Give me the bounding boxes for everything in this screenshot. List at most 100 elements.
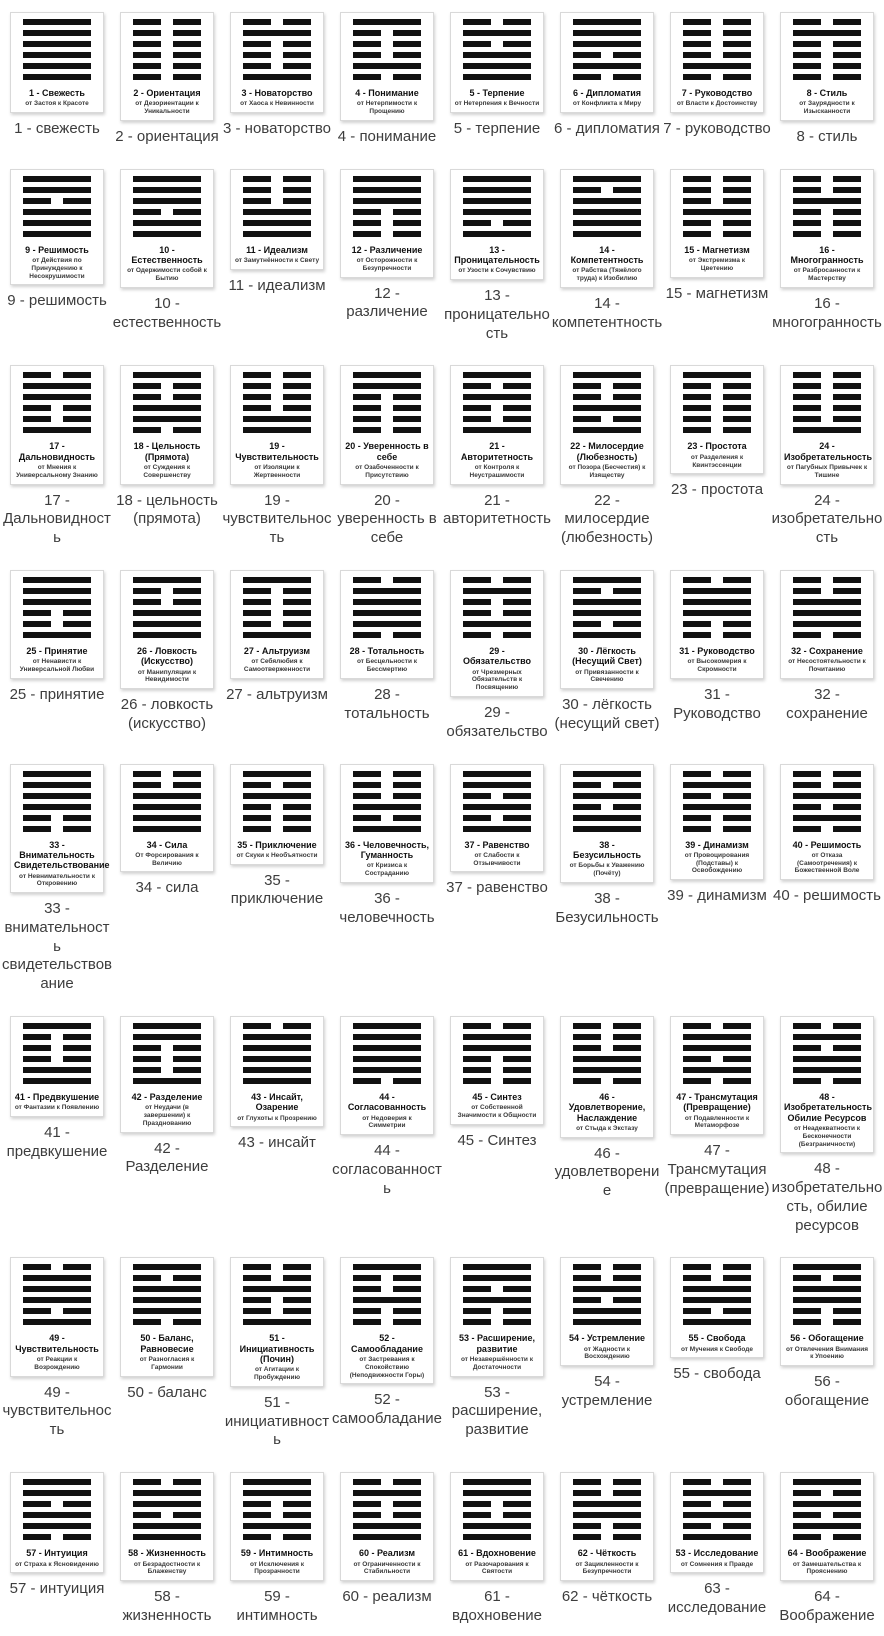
hexagram-card-image[interactable]: 33 - Внимательность Свидетельствование о… — [10, 763, 110, 894]
yang-line — [683, 781, 751, 788]
yin-line — [683, 416, 751, 423]
hexagram-card-image[interactable]: 6 - Дипломатия от Конфликта к Миру — [560, 12, 654, 114]
yin-line — [353, 230, 421, 237]
hexagram-card-image[interactable]: 23 - Простота от Разделения к Квинтэссен… — [670, 365, 764, 475]
hexagram-card-image[interactable]: 7 - Руководство от Власти к Достоинству — [670, 12, 764, 114]
yang-line — [573, 792, 641, 799]
yin-line — [683, 1501, 751, 1508]
hexagram-card-image[interactable]: 50 - Баланс, Равновесие от Разногласия к… — [120, 1257, 214, 1377]
hexagram-caption: 19 - Чувствительность от Изоляции к Жерт… — [234, 441, 320, 479]
hexagram-card-image[interactable]: 36 - Человечность, Гуманность от Кризиса… — [340, 763, 434, 883]
hexagram-card-image[interactable]: 45 - Синтез от Собственной Значимости к … — [450, 1015, 544, 1125]
card-title: 33 - Внимательность Свидетельствование — [14, 839, 110, 871]
hexagram-lines — [353, 1022, 421, 1089]
card-title: 61 - Вдохновение — [458, 1548, 536, 1559]
hexagram-caption: 38 - Безусильность от Борьбы к Уважению … — [564, 840, 650, 878]
hexagram-card-image[interactable]: 10 - Естественность от Одержимости собой… — [120, 168, 214, 288]
hexagram-card-image[interactable]: 14 - Компетентность от Рабства (Тяжёлого… — [560, 168, 654, 288]
yang-line — [573, 405, 641, 412]
hexagram-card-image[interactable]: 64 - Воображение от Замешательства к Про… — [780, 1472, 874, 1582]
cell-label: 51 - инициативность — [224, 1393, 330, 1449]
yin-line — [23, 825, 91, 832]
hexagram-card-image[interactable]: 26 - Ловкость (Искусство) от Манипуляции… — [120, 569, 214, 690]
hexagram-card-image[interactable]: 27 - Альтруизм от Себялюбия к Самоотверж… — [230, 569, 324, 679]
hexagram-card-image[interactable]: 28 - Тотальность от Бесцельности к Бессм… — [340, 569, 434, 679]
hexagram-card-image[interactable]: 19 - Чувствительность от Изоляции к Жерт… — [230, 365, 324, 485]
hexagram-card-image[interactable]: 48 - Изобретательность Обилие Ресурсов о… — [780, 1015, 874, 1154]
hexagram-card-image[interactable]: 5 - Терпение от Нетерпения к Вечности — [450, 12, 544, 114]
hexagram-cell: 29 - Обязательство от Чрезмерных Обязате… — [442, 569, 552, 742]
hexagram-card-image[interactable]: 35 - Приключение от Скуки к Необъятности — [230, 763, 324, 865]
card-title: 22 - Милосердие (Любезность) — [570, 441, 644, 462]
hexagram-card-image[interactable]: 39 - Динамизм от Провоцирования (Подстав… — [670, 763, 764, 881]
hexagram-card-image[interactable]: 59 - Интимность от Исключения к Прозрачн… — [230, 1472, 324, 1582]
hexagram-card-image[interactable]: 41 - Предвкушение от Фантазии к Появлени… — [10, 1015, 104, 1118]
hexagram-card-image[interactable]: 31 - Руководство от Высокомерия к Скромн… — [670, 569, 764, 679]
yin-line — [793, 208, 861, 215]
hexagram-cell: 3 - Новаторство от Хаоса к Невинности 3 … — [222, 12, 332, 147]
hexagram-card-image[interactable]: 3 - Новаторство от Хаоса к Невинности — [230, 12, 324, 114]
yang-line — [353, 587, 421, 594]
hexagram-card-image[interactable]: 62 - Чёткость от Зацикленности к Безупре… — [560, 1472, 654, 1582]
card-subtitle: от Агитации к Пробуждению — [253, 1366, 301, 1382]
hexagram-lines — [353, 770, 421, 837]
yin-line — [463, 219, 531, 226]
hexagram-caption: 45 - Синтез от Собственной Значимости к … — [454, 1092, 540, 1120]
hexagram-card-image[interactable]: 21 - Авторитетность от Контроля к Неустр… — [450, 365, 544, 485]
hexagram-cell: 36 - Человечность, Гуманность от Кризиса… — [332, 763, 442, 994]
hexagram-card-image[interactable]: 34 - Сила От Форсирования к Величию — [120, 763, 214, 873]
hexagram-card-image[interactable]: 16 - Многогранность от Разбросанности к … — [780, 168, 874, 288]
hexagram-card-image[interactable]: 56 - Обогащение от Отвлечения Внимания к… — [780, 1257, 874, 1367]
hexagram-card-image[interactable]: 60 - Реализм от Ограниченности к Стабиль… — [340, 1472, 434, 1582]
hexagram-card-image[interactable]: 22 - Милосердие (Любезность) от Позора (… — [560, 365, 654, 485]
hexagram-card-image[interactable]: 9 - Решимость от Действия по Принуждению… — [10, 168, 104, 286]
yin-line — [683, 631, 751, 638]
hexagram-card-image[interactable]: 58 - Жизненность от Безрадостности к Бла… — [120, 1472, 214, 1582]
hexagram-card-image[interactable]: 57 - Интуиция от Страха к Ясновидению — [10, 1472, 104, 1574]
hexagram-card-image[interactable]: 55 - Свобода от Мучения к Свободе — [670, 1257, 764, 1359]
yang-line — [793, 1033, 861, 1040]
hexagram-card-image[interactable]: 32 - Сохранение от Несостоятельности к П… — [780, 569, 874, 679]
hexagram-card-image[interactable]: 1 - Свежесть от Застоя к Красоте — [10, 12, 104, 114]
hexagram-card-image[interactable]: 4 - Понимание от Нетерпимости к Прощению — [340, 12, 434, 121]
hexagram-card-image[interactable]: 20 - Уверенность в себе от Озабоченности… — [340, 365, 434, 485]
hexagram-card-image[interactable]: 25 - Принятие от Ненависти к Универсальн… — [10, 569, 104, 679]
hexagram-card-image[interactable]: 11 - Идеализм от Замутнённости к Свету — [230, 168, 324, 270]
hexagram-card-image[interactable]: 61 - Вдохновение от Разочарования к Свят… — [450, 1472, 544, 1582]
hexagram-card-image[interactable]: 12 - Различение от Осторожности к Безупр… — [340, 168, 434, 278]
yang-line — [463, 1479, 531, 1486]
hexagram-card-image[interactable]: 15 - Магнетизм от Экстремизма к Цветению — [670, 168, 764, 278]
hexagram-card-image[interactable]: 42 - Разделение от Неудачи (в завершении… — [120, 1015, 214, 1133]
cell-label: 40 - решимость — [773, 887, 881, 905]
hexagram-caption: 57 - Интуиция от Страха к Ясновидению — [14, 1548, 100, 1568]
hexagram-card-image[interactable]: 51 - Инициативность (Почин) от Агитации … — [230, 1257, 324, 1387]
hexagram-card-image[interactable]: 43 - Инсайт, Озарение от Глухоты к Прозр… — [230, 1015, 324, 1128]
hexagram-card-image[interactable]: 47 - Трансмутация (Превращение) от Подав… — [670, 1015, 764, 1136]
hexagram-card-image[interactable]: 30 - Лёгкость (Несущий Свет) от Привязан… — [560, 569, 654, 690]
card-title: 17 - Дальновидность — [18, 441, 96, 462]
hexagram-lines — [793, 372, 861, 438]
hexagram-card-image[interactable]: 44 - Согласованность от Недоверия к Симм… — [340, 1015, 434, 1136]
hexagram-card-image[interactable]: 13 - Проницательность от Узости к Сочувс… — [450, 168, 544, 281]
cell-label: 56 - обогащение — [784, 1373, 870, 1410]
hexagram-card-image[interactable]: 18 - Цельность (Прямота) от Суждения к С… — [120, 365, 214, 485]
hexagram-card-image[interactable]: 29 - Обязательство от Чрезмерных Обязате… — [450, 569, 544, 698]
hexagram-card-image[interactable]: 53 - Расширение, развитие от Незавершённ… — [450, 1257, 544, 1377]
hexagram-card-image[interactable]: 8 - Стиль от Заурядности к Изысканности — [780, 12, 874, 121]
hexagram-card-image[interactable]: 46 - Удовлетворение, Наслаждение от Стыд… — [560, 1015, 654, 1138]
hexagram-card-image[interactable]: 37 - Равенство от Слабости к Отзывчивост… — [450, 763, 544, 873]
hexagram-card-image[interactable]: 17 - Дальновидность от Мнения к Универса… — [10, 365, 104, 485]
hexagram-cell: 44 - Согласованность от Недоверия к Симм… — [332, 1015, 442, 1235]
yang-line — [23, 175, 91, 182]
hexagram-card-image[interactable]: 40 - Решимость от Отказа (Самоотречения)… — [780, 763, 874, 881]
hexagram-card-image[interactable]: 52 - Самообладание от Застревания к Спок… — [340, 1257, 434, 1385]
hexagram-card-image[interactable]: 38 - Безусильность от Борьбы к Уважению … — [560, 763, 654, 883]
card-subtitle: от Замутнённости к Свету — [234, 257, 320, 265]
hexagram-caption: 61 - Вдохновение от Разочарования к Свят… — [454, 1548, 540, 1576]
hexagram-card-image[interactable]: 53 - Исследование от Сомнения к Правде — [670, 1472, 764, 1574]
hexagram-card-image[interactable]: 54 - Устремление от Жадности к Восхожден… — [560, 1257, 654, 1367]
hexagram-card-image[interactable]: 2 - Ориентация от Дезориентации к Уникал… — [120, 12, 214, 121]
hexagram-card-image[interactable]: 24 - Изобретательность от Пагубных Привы… — [780, 365, 874, 485]
yang-line — [793, 620, 861, 627]
hexagram-card-image[interactable]: 49 - Чувствительность от Реакции к Возро… — [10, 1257, 104, 1377]
